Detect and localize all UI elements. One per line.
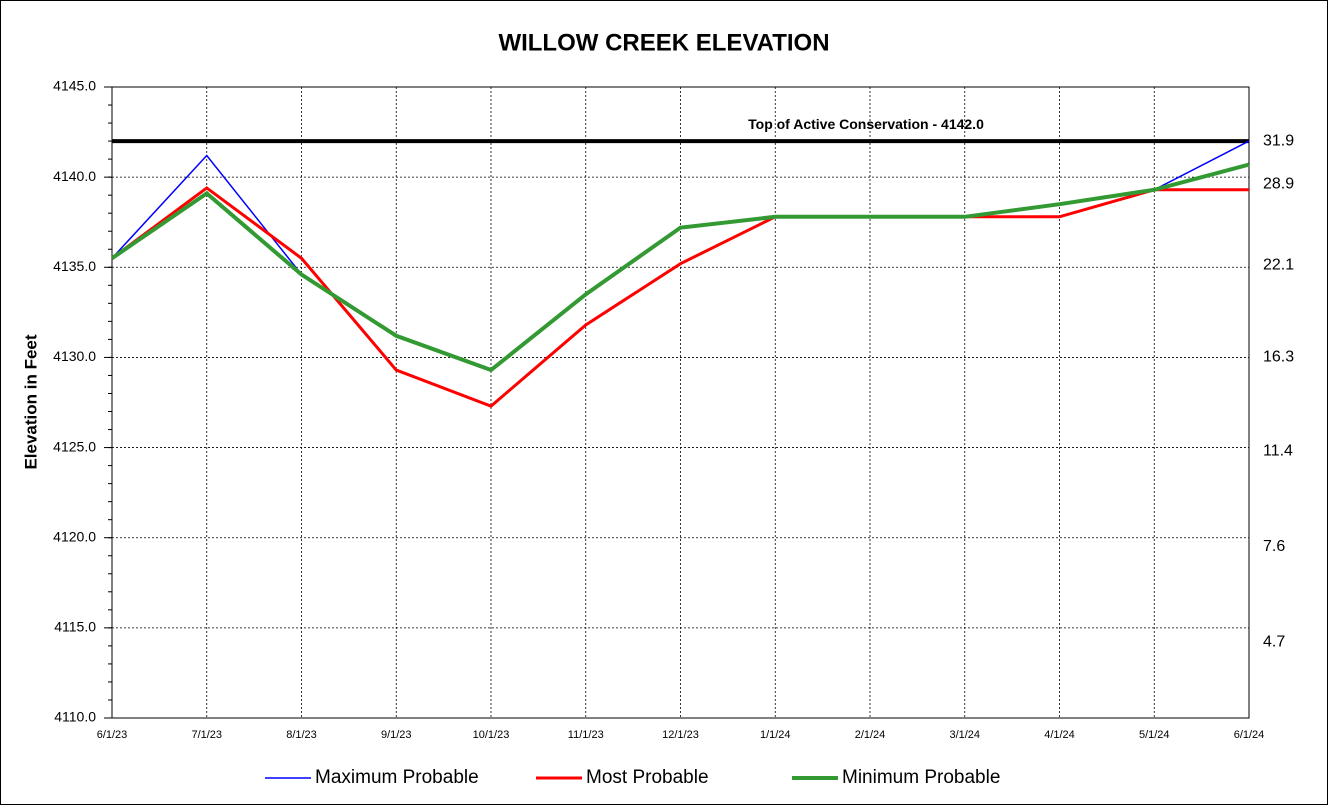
storage-label: 22.1 [1263, 257, 1294, 274]
storage-label: 16.3 [1263, 349, 1294, 366]
y-tick-label: 4115.0 [54, 619, 96, 635]
x-tick-label: 8/1/23 [286, 729, 317, 741]
x-tick-label: 3/1/24 [949, 729, 980, 741]
storage-label: 11.4 [1263, 442, 1293, 459]
x-tick-label: 2/1/24 [855, 729, 886, 741]
legend-label: Maximum Probable [315, 767, 479, 788]
x-tick-label: 9/1/23 [381, 729, 412, 741]
storage-label: 4.7 [1263, 633, 1285, 650]
legend-label: Minimum Probable [842, 767, 1000, 788]
x-tick-label: 6/1/24 [1234, 729, 1265, 741]
series-line [110, 162, 1250, 373]
x-tick-label: 12/1/23 [662, 729, 699, 741]
legend-label: Most Probable [586, 767, 709, 788]
x-tick-label: 6/1/23 [97, 729, 128, 741]
y-tick-label: 4110.0 [54, 709, 96, 725]
y-axis-label: Elevation in Feet [21, 334, 40, 469]
series-line [111, 186, 1249, 408]
x-tick-label: 5/1/24 [1139, 729, 1170, 741]
chart-title: WILLOW CREEK ELEVATION [498, 29, 829, 56]
plot-area [111, 86, 1250, 719]
y-tick-label: 4120.0 [53, 528, 96, 544]
y-tick-label: 4140.0 [53, 168, 96, 184]
x-tick-label: 1/1/24 [760, 729, 791, 741]
y-tick-label: 4125.0 [53, 438, 96, 454]
storage-label: 28.9 [1263, 176, 1294, 193]
y-tick-label: 4135.0 [53, 258, 96, 274]
storage-label: 31.9 [1263, 132, 1294, 149]
x-tick-label: 10/1/23 [473, 729, 510, 741]
reference-label: Top of Active Conservation - 4142.0 [748, 116, 984, 132]
y-tick-label: 4130.0 [53, 348, 96, 364]
y-tick-label: 4145.0 [53, 78, 96, 94]
x-tick-label: 4/1/24 [1044, 729, 1075, 741]
storage-label: 7.6 [1263, 538, 1285, 555]
x-tick-label: 7/1/23 [191, 729, 222, 741]
x-tick-label: 11/1/23 [568, 729, 604, 741]
